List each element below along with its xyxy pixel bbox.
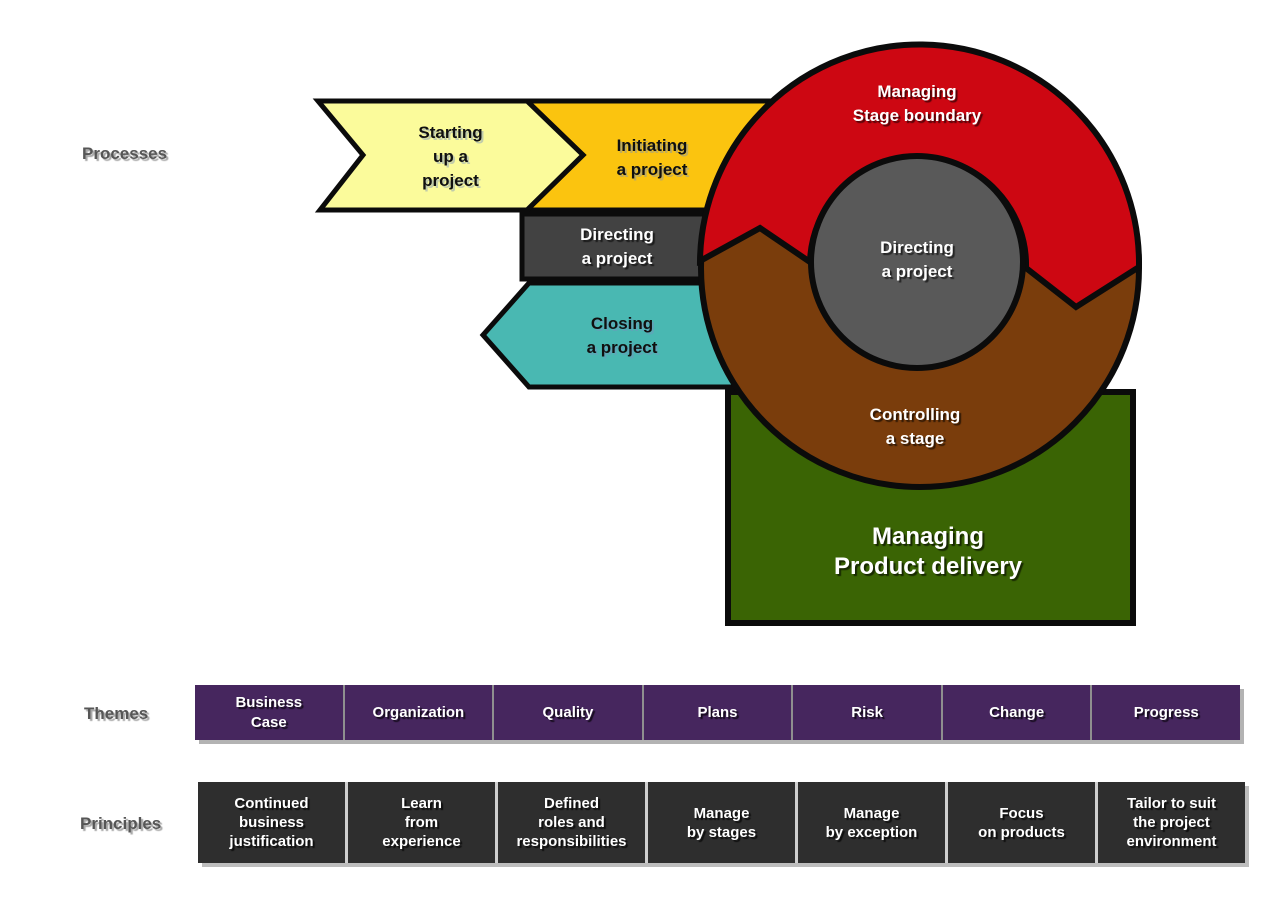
starting-up-a-project-text: Starting up a project	[418, 123, 483, 190]
principle-box-focus-on-products: Focus on products	[948, 782, 1095, 863]
principle-box-tailor-to-suit: Tailor to suit the project environment	[1098, 782, 1245, 863]
initiating-a-project-text: Initiating a project	[616, 136, 688, 179]
managing-product-delivery-text: Managing Product delivery	[833, 523, 1023, 580]
controlling-a-stage-text: Controlling a stage	[869, 405, 961, 448]
directing-a-project-bar-text: Directing a project	[580, 225, 654, 268]
theme-box-plans: Plans	[643, 685, 792, 740]
theme-box-business-case: Business Case	[195, 685, 343, 740]
directing-a-project-hub	[808, 153, 1026, 371]
theme-box-quality: Quality	[494, 685, 642, 740]
theme-box-progress: Progress	[1092, 685, 1241, 740]
theme-box-organization: Organization	[344, 685, 493, 740]
principles-label: Principles	[80, 814, 162, 833]
theme-box-risk: Risk	[793, 685, 941, 740]
themes-row: Business Case Organization Quality Plans…	[195, 685, 1241, 740]
directing-a-project-hub-text: Directing a project	[880, 238, 954, 281]
principle-box-learn-from-experience: Learn from experience	[348, 782, 495, 863]
managing-stage-boundary-text: Managing Stage boundary	[852, 82, 982, 125]
closing-a-project-text: Closing a project	[586, 314, 658, 357]
starting-up-a-project-arrow	[312, 98, 587, 213]
principle-box-continued-business-justification: Continued business justification	[198, 782, 345, 863]
principle-box-manage-by-exception: Manage by exception	[798, 782, 945, 863]
theme-box-change: Change	[942, 685, 1091, 740]
processes-label: Processes	[82, 144, 168, 163]
principles-row: Continued business justification Learn f…	[198, 782, 1245, 863]
principle-box-manage-by-stages: Manage by stages	[648, 782, 795, 863]
principle-box-defined-roles-and-responsibilities: Defined roles and responsibilities	[498, 782, 645, 863]
themes-label: Themes	[84, 704, 149, 723]
